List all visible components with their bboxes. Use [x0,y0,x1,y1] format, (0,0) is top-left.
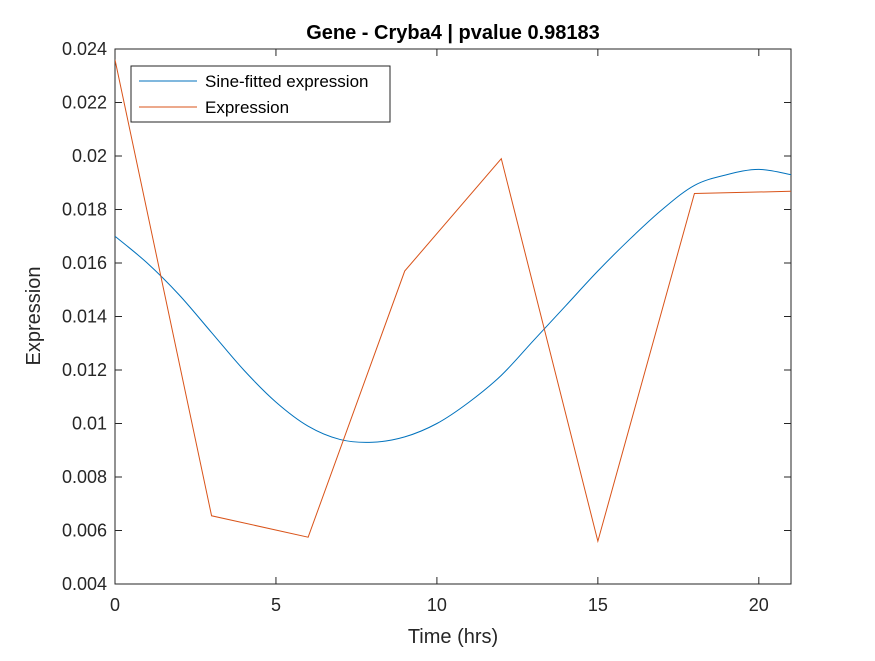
y-tick-label: 0.02 [72,146,107,166]
y-tick-label: 0.012 [62,360,107,380]
x-tick-label: 0 [110,595,120,615]
y-tick-label: 0.01 [72,414,107,434]
legend-label: Expression [205,98,289,117]
x-axis-label: Time (hrs) [408,626,498,648]
legend-label: Sine-fitted expression [205,72,368,91]
x-tick-label: 5 [271,595,281,615]
y-tick-label: 0.006 [62,521,107,541]
chart-title: Gene - Cryba4 | pvalue 0.98183 [306,22,600,44]
y-tick-label: 0.018 [62,200,107,220]
y-tick-label: 0.014 [62,307,107,327]
sine-fitted-line [115,168,791,443]
y-tick-label: 0.024 [62,39,107,59]
y-tick-label: 0.004 [62,574,107,594]
x-tick-label: 15 [588,595,608,615]
y-tick-label: 0.008 [62,467,107,487]
plot-area: 0 5 10 15 20 0.004 0.006 0.008 0.01 0.012 0.014 0.0… [62,39,792,615]
y-tick-label: 0.016 [62,253,107,273]
y-tick-label: 0.022 [62,93,107,113]
legend-box [130,65,391,123]
expression-line [115,59,791,544]
y-axis-label: Expression [23,267,45,366]
x-tick-label: 20 [749,595,769,615]
axes-box [114,48,792,585]
x-tick-label: 10 [427,595,447,615]
